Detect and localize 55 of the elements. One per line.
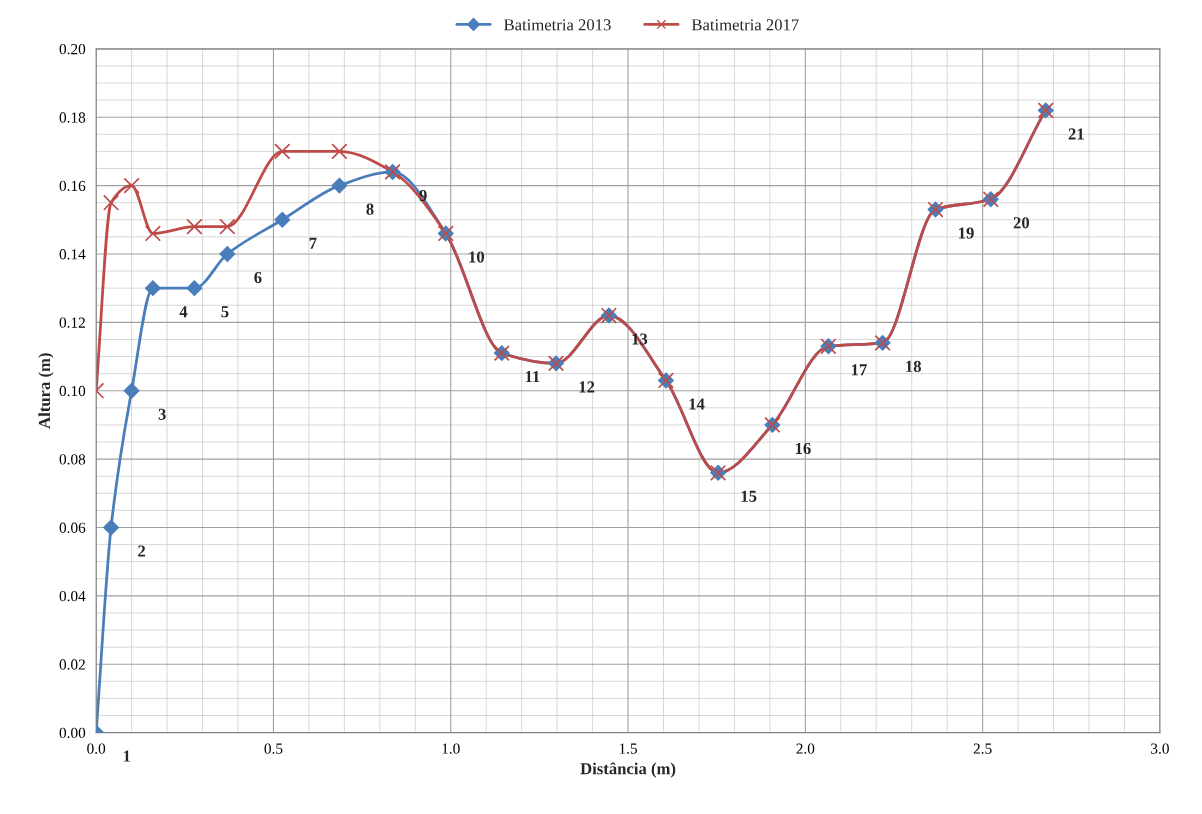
annotation: 12: [579, 381, 595, 393]
y-tick-label: 0.20: [59, 43, 86, 55]
point: [274, 211, 291, 228]
y-tick-label: 0.10: [59, 385, 86, 397]
x-tick-label: 0.0: [87, 743, 106, 754]
y-tick-label: 0.12: [59, 317, 85, 328]
point: [102, 519, 120, 536]
x-tick-label: 2.5: [973, 743, 992, 754]
annotation: 11: [525, 371, 540, 383]
annotation: 15: [741, 490, 757, 502]
x-tick-label: 2.0: [796, 743, 815, 754]
annotation: 16: [795, 442, 811, 455]
annotation: 4: [179, 306, 188, 318]
annotation: 7: [309, 237, 317, 249]
x-axis-title: Distância (m): [580, 762, 676, 778]
point: [331, 177, 348, 194]
y-tick-label: 0.16: [59, 180, 86, 192]
y-tick-label: 0.14: [59, 249, 86, 260]
point: [331, 143, 348, 160]
annotation: 14: [689, 398, 705, 410]
y-axis-title: Altura (m): [38, 353, 54, 429]
x-tick-label: 1.5: [619, 743, 637, 754]
point: [144, 225, 162, 242]
x-tick-label: 1.0: [442, 743, 460, 754]
point: [219, 245, 236, 263]
point: [102, 194, 120, 211]
point: [123, 382, 140, 399]
y-tick-label: 0.06: [59, 522, 86, 533]
y-tick-label: 0.08: [59, 454, 86, 465]
y-tick-label: 0.04: [59, 590, 86, 602]
annotation: 5: [221, 306, 229, 318]
annotation: 2: [138, 545, 146, 557]
y-tick-label: 0.02: [59, 659, 85, 670]
point: [186, 279, 203, 297]
y-tick-label: 0.00: [59, 727, 86, 739]
annotation: 8: [366, 203, 374, 215]
annotation: 6: [254, 271, 262, 284]
x-tick-label: 3.0: [1151, 743, 1169, 754]
point: [186, 218, 203, 235]
point: [123, 177, 140, 194]
legend-label: Batimetria 2017: [691, 19, 799, 31]
annotation: 17: [851, 364, 867, 376]
annotation: 20: [1013, 217, 1030, 229]
annotation: 3: [158, 408, 166, 420]
annotation: 10: [469, 251, 485, 263]
annotation: 21: [1068, 128, 1084, 140]
annotation: 19: [959, 227, 974, 239]
y-tick-label: 0.18: [59, 112, 86, 123]
x-tick-label: 0.5: [264, 743, 283, 754]
point: [219, 218, 236, 235]
point: [144, 279, 162, 297]
point: [274, 143, 291, 160]
annotation: 18: [906, 360, 921, 373]
annotation: 1: [123, 750, 131, 762]
legend-label: Batimetria 2013: [504, 19, 611, 31]
